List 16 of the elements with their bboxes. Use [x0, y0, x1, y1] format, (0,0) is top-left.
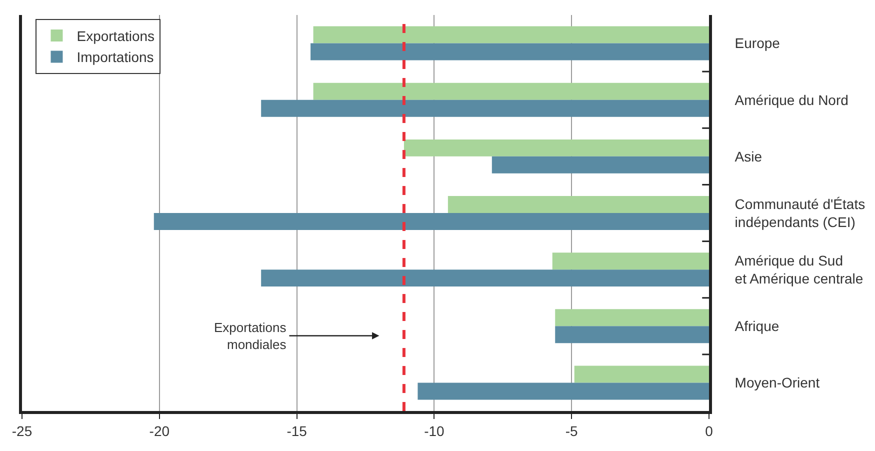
- x-tick-label: -5: [565, 422, 578, 439]
- legend-label: Importations: [76, 49, 154, 66]
- x-tick-label: -25: [12, 422, 32, 439]
- y-tick-label: Asie: [734, 148, 762, 164]
- y-tick-label: Europe: [734, 35, 780, 52]
- x-tick-label: -15: [286, 422, 308, 439]
- y-tick-label: Moyen-Orient: [734, 374, 820, 391]
- x-tick-label: -10: [424, 422, 445, 439]
- y-tick-label: Amérique du Sud et Amérique centrale: [734, 252, 864, 287]
- y-tick-label: Afrique: [734, 318, 780, 334]
- y-tick-label: Amérique du Nord: [734, 92, 848, 108]
- legend-label: Exportations: [76, 28, 155, 44]
- x-tick-label: 0: [705, 422, 714, 439]
- y-tick-label: Communauté d'États indépendants (CEI): [734, 196, 866, 230]
- x-tick-label: -20: [149, 422, 170, 439]
- annotation: Exportations mondiales: [214, 320, 287, 352]
